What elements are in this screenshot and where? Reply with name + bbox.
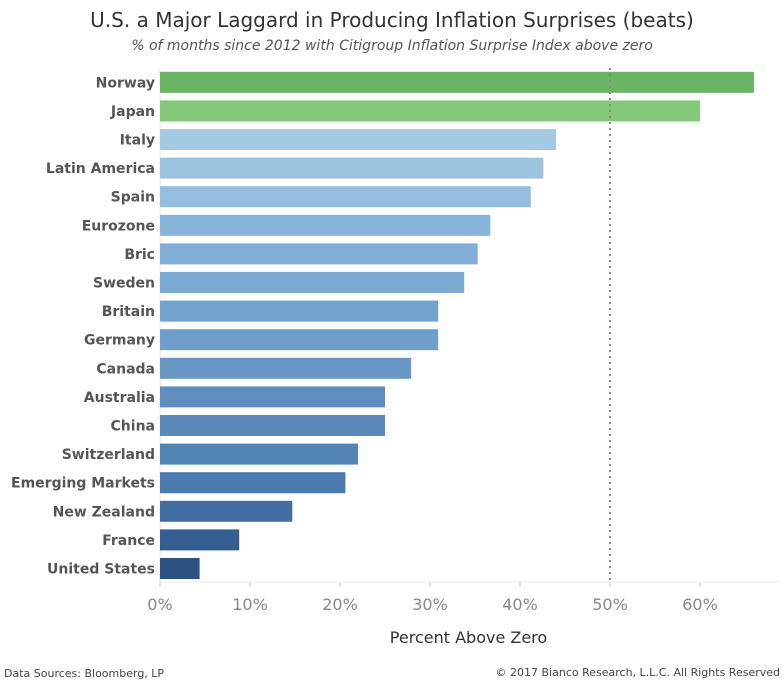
category-label-united-states: United States [47,562,155,578]
x-tick-label: 40% [502,595,538,614]
data-source-note: Data Sources: Bloomberg, LP [4,667,165,680]
category-label-france: France [102,533,155,549]
x-tick-label: 30% [412,595,448,614]
bar-latin-america [160,157,544,179]
bar-china [160,415,385,436]
copyright-note: © 2017 Bianco Research, L.L.C. All Right… [496,666,780,679]
category-label-canada: Canada [96,361,155,377]
bar-eurozone [160,214,491,236]
category-label-norway: Norway [96,75,155,91]
x-tick-label: 0% [147,595,172,614]
category-label-japan: Japan [110,104,155,120]
bar-sweden [160,272,465,293]
category-label-sweden: Sweden [93,276,155,292]
x-tick-label: 20% [322,595,358,614]
category-label-eurozone: Eurozone [82,218,155,234]
category-label-new-zealand: New Zealand [53,504,155,520]
bar-bric [160,243,478,265]
category-label-germany: Germany [84,333,155,349]
bar-japan [160,100,700,122]
category-label-china: China [111,419,155,435]
category-label-italy: Italy [120,133,155,149]
x-tick-label: 50% [592,595,628,614]
category-label-australia: Australia [84,390,155,406]
bar-switzerland [160,443,358,465]
category-label-bric: Bric [124,247,155,263]
chart-subtitle: % of months since 2012 with Citigroup In… [131,38,653,54]
bar-united-states [160,558,200,579]
category-label-latin-america: Latin America [46,161,155,177]
copyright-symbol: © [495,666,507,679]
copyright-text: 2017 Bianco Research, L.L.C. All Rights … [510,666,780,679]
x-axis-title: Percent Above Zero [390,628,547,647]
bar-spain [160,186,531,208]
x-tick-label: 10% [232,595,268,614]
category-label-britain: Britain [102,304,155,320]
chart-title: U.S. a Major Laggard in Producing Inflat… [90,8,694,32]
bar-britain [160,300,439,322]
bar-france [160,529,240,551]
bar-germany [160,329,439,351]
category-label-emerging-markets: Emerging Markets [11,476,155,492]
category-label-spain: Spain [111,190,155,206]
bar-norway [160,71,754,93]
bar-emerging-markets [160,472,346,494]
category-label-switzerland: Switzerland [62,447,155,463]
bar-australia [160,386,385,408]
bar-canada [160,357,412,379]
x-tick-label: 60% [682,595,718,614]
bar-new-zealand [160,500,293,522]
bar-italy [160,129,556,150]
